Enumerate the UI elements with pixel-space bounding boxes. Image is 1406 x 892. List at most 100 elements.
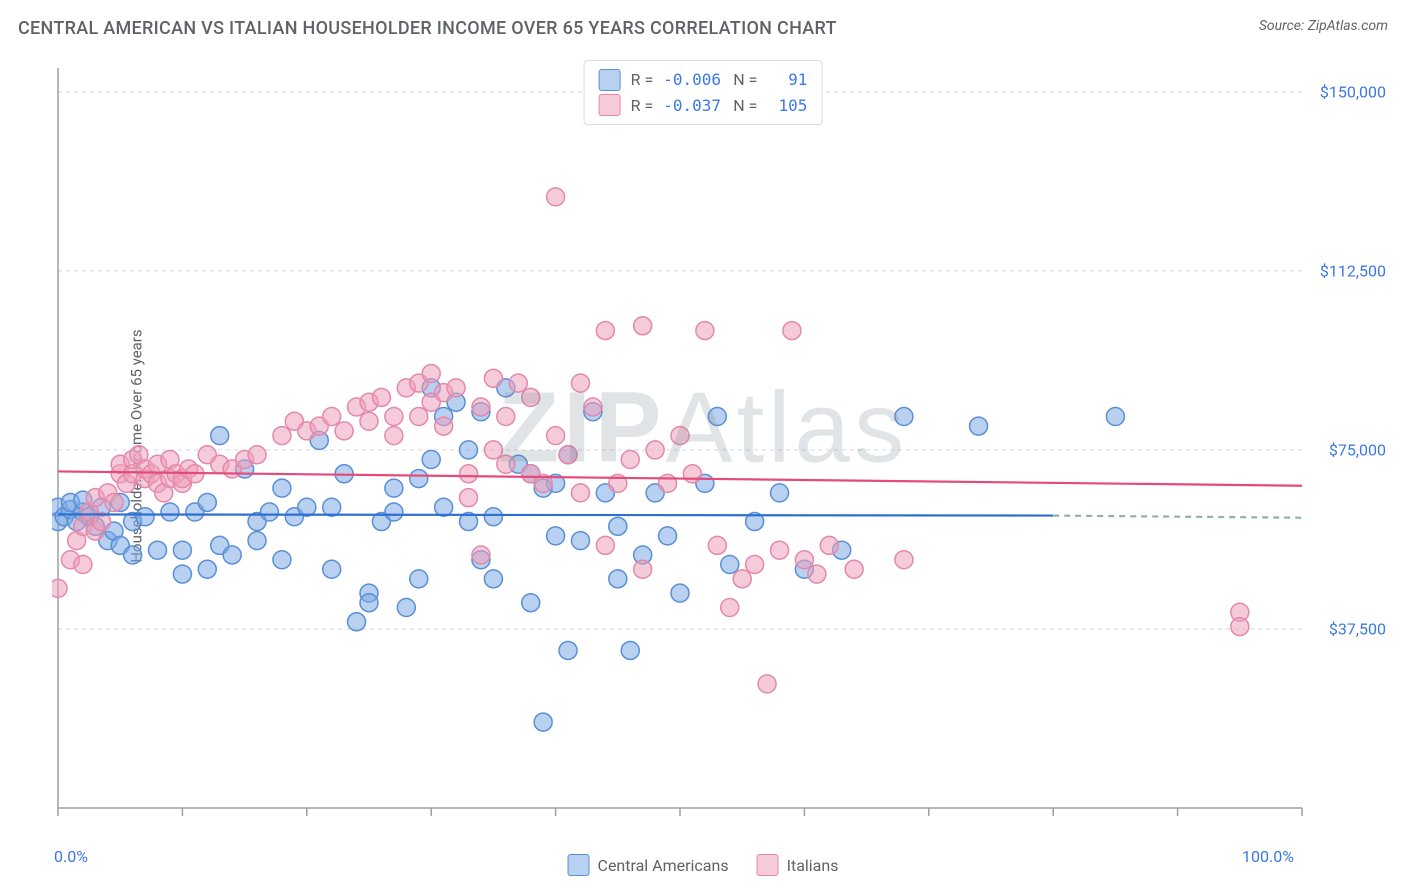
data-point-italians — [634, 560, 652, 578]
data-point-italians — [460, 489, 478, 507]
data-point-italians — [571, 484, 589, 502]
data-point-italians — [683, 465, 701, 483]
data-point-italians — [596, 536, 614, 554]
data-point-italians — [323, 408, 341, 426]
data-point-central_americans — [609, 570, 627, 588]
data-point-italians — [105, 493, 123, 511]
x-tick-label: 100.0% — [1242, 847, 1294, 866]
source-label: Source: ZipAtlas.com — [1259, 18, 1388, 34]
x-tick-label: 0.0% — [54, 847, 88, 866]
data-point-italians — [360, 412, 378, 430]
data-point-central_americans — [136, 508, 154, 526]
data-point-central_americans — [435, 498, 453, 516]
data-point-italians — [708, 536, 726, 554]
data-point-italians — [696, 322, 714, 340]
data-point-italians — [372, 388, 390, 406]
data-point-italians — [497, 455, 515, 473]
data-point-central_americans — [422, 450, 440, 468]
data-point-italians — [460, 465, 478, 483]
data-point-central_americans — [559, 641, 577, 659]
scatter-plot-svg — [52, 58, 1392, 838]
corr-legend-row-italians: R =-0.037N =105 — [599, 93, 808, 119]
data-point-italians — [621, 450, 639, 468]
data-point-central_americans — [609, 517, 627, 535]
series-legend: Central Americans Italians — [568, 854, 839, 876]
data-point-central_americans — [211, 427, 229, 445]
data-point-central_americans — [410, 570, 428, 588]
data-point-italians — [410, 408, 428, 426]
data-point-central_americans — [621, 641, 639, 659]
data-point-italians — [758, 675, 776, 693]
data-point-italians — [646, 441, 664, 459]
data-point-italians — [484, 441, 502, 459]
data-point-italians — [1231, 618, 1249, 636]
data-point-italians — [808, 565, 826, 583]
data-point-central_americans — [260, 503, 278, 521]
correlation-legend: R =-0.006N =91R =-0.037N =105 — [584, 60, 823, 125]
r-label: R = — [631, 67, 654, 93]
data-point-central_americans — [484, 570, 502, 588]
r-value: -0.006 — [663, 67, 723, 93]
chart-header: CENTRAL AMERICAN VS ITALIAN HOUSEHOLDER … — [18, 18, 1388, 39]
legend-label: Central Americans — [598, 856, 729, 875]
regression-line-dashed-central_americans — [1053, 516, 1302, 518]
n-label: N = — [733, 67, 757, 93]
y-tick-label: $150,000 — [1320, 82, 1386, 101]
data-point-italians — [509, 374, 527, 392]
y-tick-label: $75,000 — [1329, 440, 1386, 459]
chart-title: CENTRAL AMERICAN VS ITALIAN HOUSEHOLDER … — [18, 18, 837, 39]
data-point-central_americans — [323, 560, 341, 578]
data-point-central_americans — [360, 594, 378, 612]
data-point-central_americans — [721, 556, 739, 574]
data-point-italians — [447, 379, 465, 397]
data-point-italians — [335, 422, 353, 440]
data-point-italians — [422, 365, 440, 383]
data-point-central_americans — [484, 508, 502, 526]
data-point-central_americans — [385, 479, 403, 497]
data-point-central_americans — [223, 546, 241, 564]
data-point-italians — [733, 570, 751, 588]
data-point-italians — [895, 551, 913, 569]
data-point-italians — [845, 560, 863, 578]
data-point-central_americans — [1106, 408, 1124, 426]
data-point-central_americans — [348, 613, 366, 631]
data-point-italians — [571, 374, 589, 392]
data-point-italians — [634, 317, 652, 335]
data-point-italians — [783, 322, 801, 340]
data-point-italians — [746, 556, 764, 574]
data-point-central_americans — [173, 541, 191, 559]
data-point-central_americans — [771, 484, 789, 502]
corr-legend-row-central_americans: R = -0.006 N = 91 — [599, 67, 808, 93]
legend-swatch — [599, 94, 621, 116]
data-point-central_americans — [410, 470, 428, 488]
data-point-italians — [74, 556, 92, 574]
legend-item-central_americans: Central Americans — [568, 854, 729, 876]
n-value: 105 — [767, 93, 807, 119]
data-point-italians — [484, 369, 502, 387]
legend-label: Italians — [787, 856, 839, 875]
data-point-italians — [820, 536, 838, 554]
data-point-italians — [721, 598, 739, 616]
data-point-central_americans — [547, 527, 565, 545]
data-point-central_americans — [659, 527, 677, 545]
data-point-italians — [547, 427, 565, 445]
data-point-central_americans — [534, 713, 552, 731]
data-point-italians — [596, 322, 614, 340]
data-point-central_americans — [198, 560, 216, 578]
data-point-central_americans — [323, 498, 341, 516]
n-label: N = — [733, 93, 757, 119]
data-point-central_americans — [460, 441, 478, 459]
data-point-central_americans — [149, 541, 167, 559]
y-tick-label: $37,500 — [1329, 619, 1386, 638]
data-point-central_americans — [522, 594, 540, 612]
y-tick-label: $112,500 — [1320, 261, 1386, 280]
data-point-central_americans — [895, 408, 913, 426]
data-point-central_americans — [708, 408, 726, 426]
data-point-central_americans — [571, 532, 589, 550]
data-point-italians — [385, 408, 403, 426]
legend-swatch — [599, 69, 621, 91]
data-point-italians — [771, 541, 789, 559]
data-point-italians — [497, 408, 515, 426]
data-point-central_americans — [385, 503, 403, 521]
n-value: 91 — [767, 67, 807, 93]
